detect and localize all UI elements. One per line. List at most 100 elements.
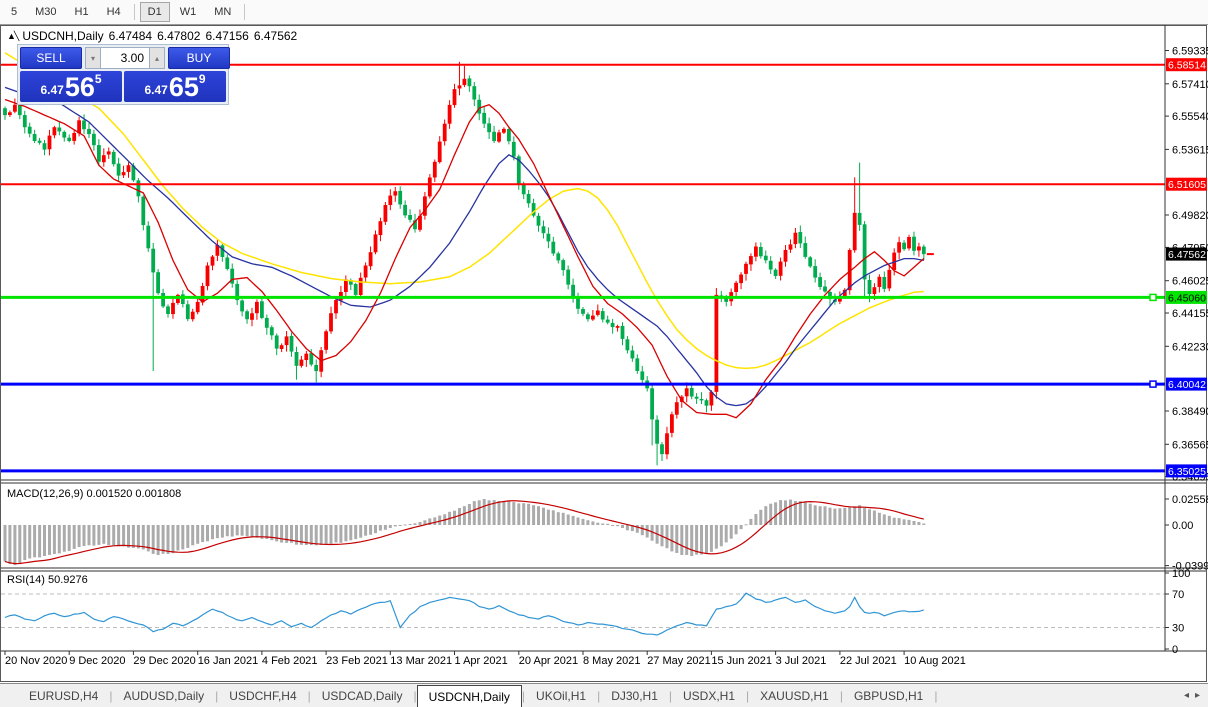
tab-separator: | — [746, 688, 750, 703]
tab-audusd-daily[interactable]: AUDUSD,Daily — [123, 688, 205, 703]
timeframe-5[interactable]: 5 — [3, 2, 25, 22]
svg-text:6.59335: 6.59335 — [1172, 46, 1208, 58]
svg-text:0.025587: 0.025587 — [1172, 494, 1208, 506]
level-lines-layer[interactable] — [1, 63, 1165, 473]
volume-input[interactable] — [101, 47, 149, 69]
sell-button[interactable]: SELL — [20, 47, 82, 69]
svg-text:6.45060: 6.45060 — [1168, 292, 1206, 304]
svg-text:3 Jul 2021: 3 Jul 2021 — [776, 655, 827, 667]
volume-decrease-button[interactable]: ▾ — [85, 47, 101, 69]
svg-text:4 Feb 2021: 4 Feb 2021 — [262, 655, 318, 667]
rsi-axis: 100 70 30 0 — [1165, 568, 1190, 656]
svg-text:29 Dec 2020: 29 Dec 2020 — [133, 655, 195, 667]
timeframe-h1[interactable]: H1 — [67, 2, 97, 22]
svg-text:16 Jan 2021: 16 Jan 2021 — [198, 655, 259, 667]
tab-separator: | — [597, 688, 601, 703]
macd-signal-line — [4, 500, 924, 565]
svg-text:8 May 2021: 8 May 2021 — [583, 655, 640, 667]
volume-increase-button[interactable]: ▴ — [149, 47, 165, 69]
one-click-trading-panel: SELL ▾ ▴ BUY 6.47 56 5 6.47 65 9 — [17, 44, 230, 105]
date-axis: 20 Nov 2020 9 Dec 2020 29 Dec 2020 16 Jan 2… — [4, 651, 966, 667]
timeframe-h4[interactable]: H4 — [99, 2, 129, 22]
tab-ukoil-h1[interactable]: UKOil,H1 — [536, 688, 587, 703]
sell-price-display[interactable]: 6.47 56 5 — [20, 71, 122, 102]
ohlc-low: 6.47156 — [205, 29, 249, 43]
pane-borders[interactable] — [0, 25, 1206, 652]
svg-text:6.44155: 6.44155 — [1172, 308, 1208, 320]
svg-text:-0.039928: -0.039928 — [1172, 561, 1208, 573]
svg-text:6.36565: 6.36565 — [1172, 439, 1208, 451]
buy-price-small: 6.47 — [144, 83, 168, 97]
svg-text:20 Nov 2020: 20 Nov 2020 — [5, 655, 67, 667]
timeframe-w1[interactable]: W1 — [172, 2, 205, 22]
svg-text:20 Apr 2021: 20 Apr 2021 — [519, 655, 578, 667]
ma-mid-blue — [4, 86, 924, 407]
rsi-line — [4, 592, 924, 636]
buy-price-display[interactable]: 6.47 65 9 — [124, 71, 226, 102]
svg-text:0.00: 0.00 — [1172, 520, 1193, 532]
macd-axis: 0.025587 0.00 -0.039928 — [1165, 494, 1208, 573]
tab-separator: | — [215, 688, 219, 703]
one-click-collapse-icon[interactable]: ▲╲ — [7, 30, 19, 41]
buy-price-sup: 9 — [198, 72, 206, 86]
timeframe-mn[interactable]: MN — [206, 2, 239, 22]
chart-symbol-label: USDCNH,Daily — [22, 29, 104, 43]
buy-price-big: 65 — [168, 72, 199, 102]
tab-separator: | — [413, 688, 417, 703]
tab-scroll-left-icon[interactable]: ◂ — [1183, 690, 1189, 701]
svg-text:10 Aug 2021: 10 Aug 2021 — [904, 655, 966, 667]
tab-xauusd-h1[interactable]: XAUUSD,H1 — [760, 688, 829, 703]
tab-gbpusd-h1[interactable]: GBPUSD,H1 — [853, 688, 924, 703]
timeframe-toolbar: 5 M30 H1 H4 D1 W1 MN — [0, 0, 1208, 25]
svg-text:6.49820: 6.49820 — [1172, 210, 1208, 222]
svg-text:22 Jul 2021: 22 Jul 2021 — [840, 655, 897, 667]
svg-text:9 Dec 2020: 9 Dec 2020 — [69, 655, 125, 667]
tab-usdcad-daily[interactable]: USDCAD,Daily — [321, 688, 403, 703]
svg-text:30: 30 — [1172, 623, 1184, 635]
svg-text:23 Feb 2021: 23 Feb 2021 — [326, 655, 388, 667]
toolbar-separator — [133, 4, 135, 20]
svg-text:6.57410: 6.57410 — [1172, 79, 1208, 91]
rsi-label: RSI(14) 50.9276 — [7, 574, 88, 586]
tab-eurusd-h4[interactable]: EURUSD,H4 — [29, 688, 99, 703]
svg-text:6.55540: 6.55540 — [1172, 111, 1208, 123]
ma-fast-red — [4, 98, 925, 419]
last-price-marker — [926, 253, 934, 256]
ohlc-high: 6.47802 — [157, 29, 201, 43]
tab-separator: | — [668, 688, 672, 703]
tab-scroll-right-icon[interactable]: ▸ — [1194, 690, 1200, 701]
volume-stepper: ▾ ▴ — [85, 47, 165, 69]
svg-text:27 May 2021: 27 May 2021 — [647, 655, 711, 667]
triangle-up-icon: ▴ — [154, 53, 159, 63]
svg-text:13 Mar 2021: 13 Mar 2021 — [390, 655, 452, 667]
tab-usdx-h1[interactable]: USDX,H1 — [683, 688, 736, 703]
timeframe-m30[interactable]: M30 — [27, 2, 64, 22]
tab-separator: | — [307, 688, 311, 703]
rsi-levels — [1, 593, 1165, 628]
svg-text:6.47562: 6.47562 — [1168, 249, 1206, 261]
chart-canvas[interactable]: 6.59335 6.57410 6.55540 6.53615 6.49820 6.47 9… — [0, 25, 1208, 683]
tab-separator: | — [934, 688, 938, 703]
svg-text:6.42230: 6.42230 — [1172, 341, 1208, 353]
tab-separator: | — [521, 688, 526, 703]
tab-dj30-h1[interactable]: DJ30,H1 — [611, 688, 658, 703]
svg-text:15 Jun 2021: 15 Jun 2021 — [711, 655, 772, 667]
svg-text:0: 0 — [1172, 644, 1178, 656]
macd-label: MACD(12,26,9) 0.001520 0.001808 — [7, 488, 182, 500]
ohlc-close: 6.47562 — [253, 29, 298, 43]
svg-text:6.38490: 6.38490 — [1172, 406, 1208, 418]
svg-text:6.53615: 6.53615 — [1172, 144, 1208, 156]
buy-button[interactable]: BUY — [168, 47, 230, 69]
tab-usdcnh-daily[interactable]: USDCNH,Daily — [416, 685, 522, 707]
svg-text:6.51605: 6.51605 — [1168, 179, 1206, 191]
timeframe-d1[interactable]: D1 — [139, 2, 170, 22]
tab-separator: | — [109, 688, 113, 703]
tab-usdchf-h4[interactable]: USDCHF,H4 — [229, 688, 297, 703]
toolbar-separator — [244, 4, 246, 20]
svg-text:6.35025: 6.35025 — [1168, 466, 1206, 478]
triangle-down-icon: ▾ — [90, 53, 95, 63]
ma-lines-layer — [4, 52, 925, 419]
price-axis: 6.593356.574106.555406.536156.498206.479… — [1165, 46, 1208, 484]
svg-text:1 Apr 2021: 1 Apr 2021 — [455, 655, 508, 667]
svg-text:70: 70 — [1172, 589, 1184, 601]
